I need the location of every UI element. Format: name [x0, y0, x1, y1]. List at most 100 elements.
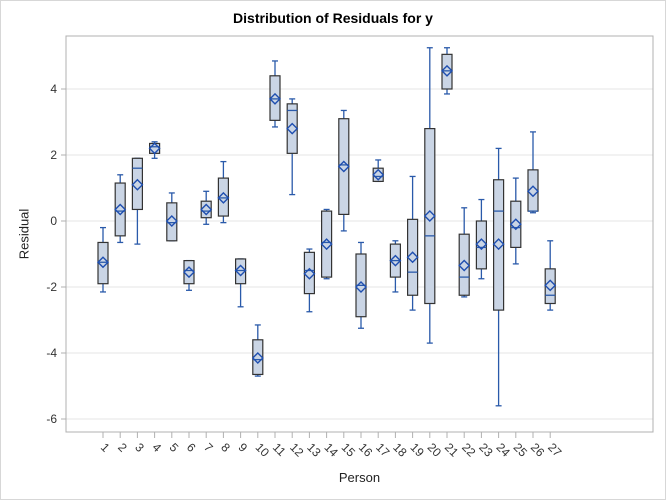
y-tick-label: 0: [50, 214, 57, 228]
iqr-box: [286, 103, 298, 154]
y-tick-label: -4: [46, 346, 57, 360]
x-tick-label: 7: [201, 440, 216, 455]
x-tick-label: 20: [425, 440, 445, 460]
mean-diamond-icon: [544, 279, 557, 292]
mean-diamond-icon: [320, 238, 333, 251]
box-person-11: [269, 60, 281, 128]
mean-diamond-icon: [131, 178, 144, 191]
box-person-7: [200, 190, 213, 225]
x-tick-label: 22: [459, 440, 479, 460]
box-person-3: [131, 157, 144, 245]
mean-diamond-icon: [97, 256, 109, 269]
mean-diamond-icon: [372, 168, 385, 181]
iqr-box: [114, 182, 126, 237]
x-tick-label: 16: [356, 440, 376, 460]
mean-diamond-icon: [406, 251, 419, 264]
mean-diamond-icon: [509, 218, 522, 231]
iqr-box: [510, 200, 522, 248]
x-tick-label: 1: [98, 440, 113, 455]
iqr-box: [424, 128, 436, 305]
mean-diamond-icon: [492, 238, 505, 251]
x-tick-label: 9: [235, 440, 250, 455]
x-tick-label: 25: [511, 440, 531, 460]
mean-diamond-icon: [475, 238, 488, 251]
chart-title: Distribution of Residuals for y: [233, 10, 433, 26]
box-person-25: [509, 177, 522, 265]
box-person-4: [148, 141, 161, 159]
mean-diamond-icon: [286, 122, 299, 135]
x-axis-label: Person: [338, 470, 381, 485]
box-person-17: [372, 159, 385, 183]
box-person-16: [355, 241, 367, 329]
y-tick-label: 4: [50, 82, 57, 96]
box-person-10: [251, 324, 264, 377]
x-tick-label: 23: [476, 440, 496, 460]
y-tick-label: -6: [46, 412, 57, 426]
box-person-1: [97, 226, 109, 293]
x-tick-label: 14: [321, 440, 341, 460]
box-person-6: [183, 259, 195, 291]
iqr-box: [407, 218, 419, 296]
x-tick-label: 10: [253, 440, 273, 460]
box-person-24: [492, 147, 505, 407]
mean-diamond-icon: [337, 160, 350, 173]
box-person-23: [475, 198, 488, 280]
box-person-20: [423, 47, 436, 344]
box-person-19: [406, 175, 419, 311]
x-tick-label: 12: [287, 440, 307, 460]
x-tick-label: 3: [132, 440, 147, 455]
x-tick-label: 21: [442, 440, 462, 460]
mean-diamond-icon: [148, 142, 161, 155]
mean-diamond-icon: [217, 191, 230, 204]
x-tick-label: 8: [218, 440, 233, 455]
y-tick-label: 2: [50, 148, 57, 162]
x-tick-label: 13: [304, 440, 324, 460]
mean-diamond-icon: [423, 210, 436, 223]
mean-diamond-icon: [355, 281, 367, 293]
x-axis: 1 2 3 4 5 6 7 8 9 1011121314151617181920212223242…: [98, 432, 565, 460]
boxes: [97, 47, 557, 407]
box-person-9: [234, 258, 247, 308]
x-tick-label: 24: [493, 440, 513, 460]
box-person-2: [114, 174, 127, 244]
box-person-8: [217, 160, 230, 224]
mean-diamond-icon: [527, 185, 539, 198]
box-person-13: [303, 248, 316, 313]
mean-diamond-icon: [234, 264, 247, 277]
x-tick-label: 11: [270, 440, 289, 459]
mean-diamond-icon: [269, 92, 281, 105]
plot-area: [65, 35, 654, 433]
x-tick-label: 18: [390, 440, 410, 460]
box-person-27: [544, 240, 557, 311]
x-tick-label: 26: [528, 440, 548, 460]
box-person-15: [337, 109, 350, 232]
x-tick-label: 27: [545, 440, 565, 460]
y-axis: -6 -4 -2 0 2 4: [46, 82, 66, 426]
x-tick-label: 5: [167, 440, 182, 455]
box-person-22: [458, 207, 471, 298]
box-person-21: [441, 47, 453, 95]
iqr-box: [338, 118, 350, 215]
mean-diamond-icon: [251, 351, 264, 364]
mean-diamond-icon: [303, 267, 316, 280]
iqr-box: [149, 142, 161, 154]
mean-diamond-icon: [183, 266, 195, 279]
gridlines: [66, 88, 653, 420]
mean-diamond-icon: [200, 203, 213, 216]
iqr-box: [183, 260, 195, 285]
mean-diamond-icon: [114, 203, 127, 216]
x-tick-label: 2: [115, 440, 130, 455]
x-tick-label: 4: [149, 440, 164, 455]
box-person-12: [286, 98, 299, 196]
mean-diamond-icon: [458, 259, 471, 272]
box-person-18: [389, 240, 402, 293]
mean-diamond-icon: [165, 215, 178, 227]
box-person-26: [527, 131, 539, 214]
box-person-5: [165, 192, 178, 242]
x-tick-label: 17: [373, 440, 393, 460]
x-tick-label: 19: [407, 440, 427, 460]
x-tick-label: 6: [184, 440, 199, 455]
box-person-14: [320, 208, 333, 280]
x-tick-label: 15: [339, 440, 359, 460]
